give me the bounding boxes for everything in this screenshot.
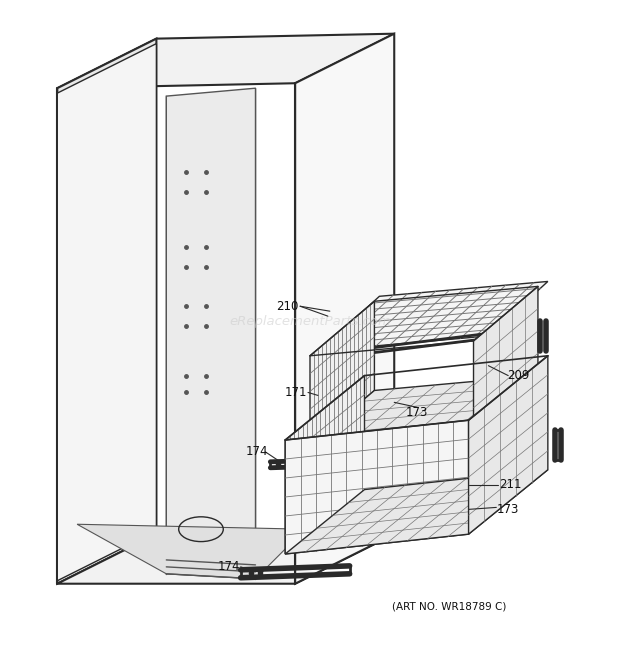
Polygon shape <box>57 534 394 584</box>
Polygon shape <box>57 34 394 88</box>
Polygon shape <box>295 34 394 584</box>
Text: 173: 173 <box>406 406 428 419</box>
Text: 211: 211 <box>499 478 521 491</box>
Text: 209: 209 <box>507 369 529 382</box>
Polygon shape <box>285 375 365 554</box>
Polygon shape <box>310 301 374 445</box>
Polygon shape <box>285 420 469 554</box>
Polygon shape <box>285 470 548 554</box>
Polygon shape <box>469 356 548 534</box>
Text: 173: 173 <box>497 503 520 516</box>
Polygon shape <box>57 44 156 581</box>
Polygon shape <box>166 88 255 579</box>
Polygon shape <box>320 282 548 351</box>
Text: eReplacementParts.com: eReplacementParts.com <box>229 315 391 328</box>
Text: 174: 174 <box>246 446 268 458</box>
Polygon shape <box>77 524 305 579</box>
Polygon shape <box>474 286 538 430</box>
Text: 174: 174 <box>218 561 240 573</box>
Polygon shape <box>57 38 156 584</box>
Polygon shape <box>310 375 538 445</box>
Text: (ART NO. WR18789 C): (ART NO. WR18789 C) <box>392 602 506 611</box>
Text: 210: 210 <box>276 299 298 313</box>
Text: 171: 171 <box>285 386 308 399</box>
